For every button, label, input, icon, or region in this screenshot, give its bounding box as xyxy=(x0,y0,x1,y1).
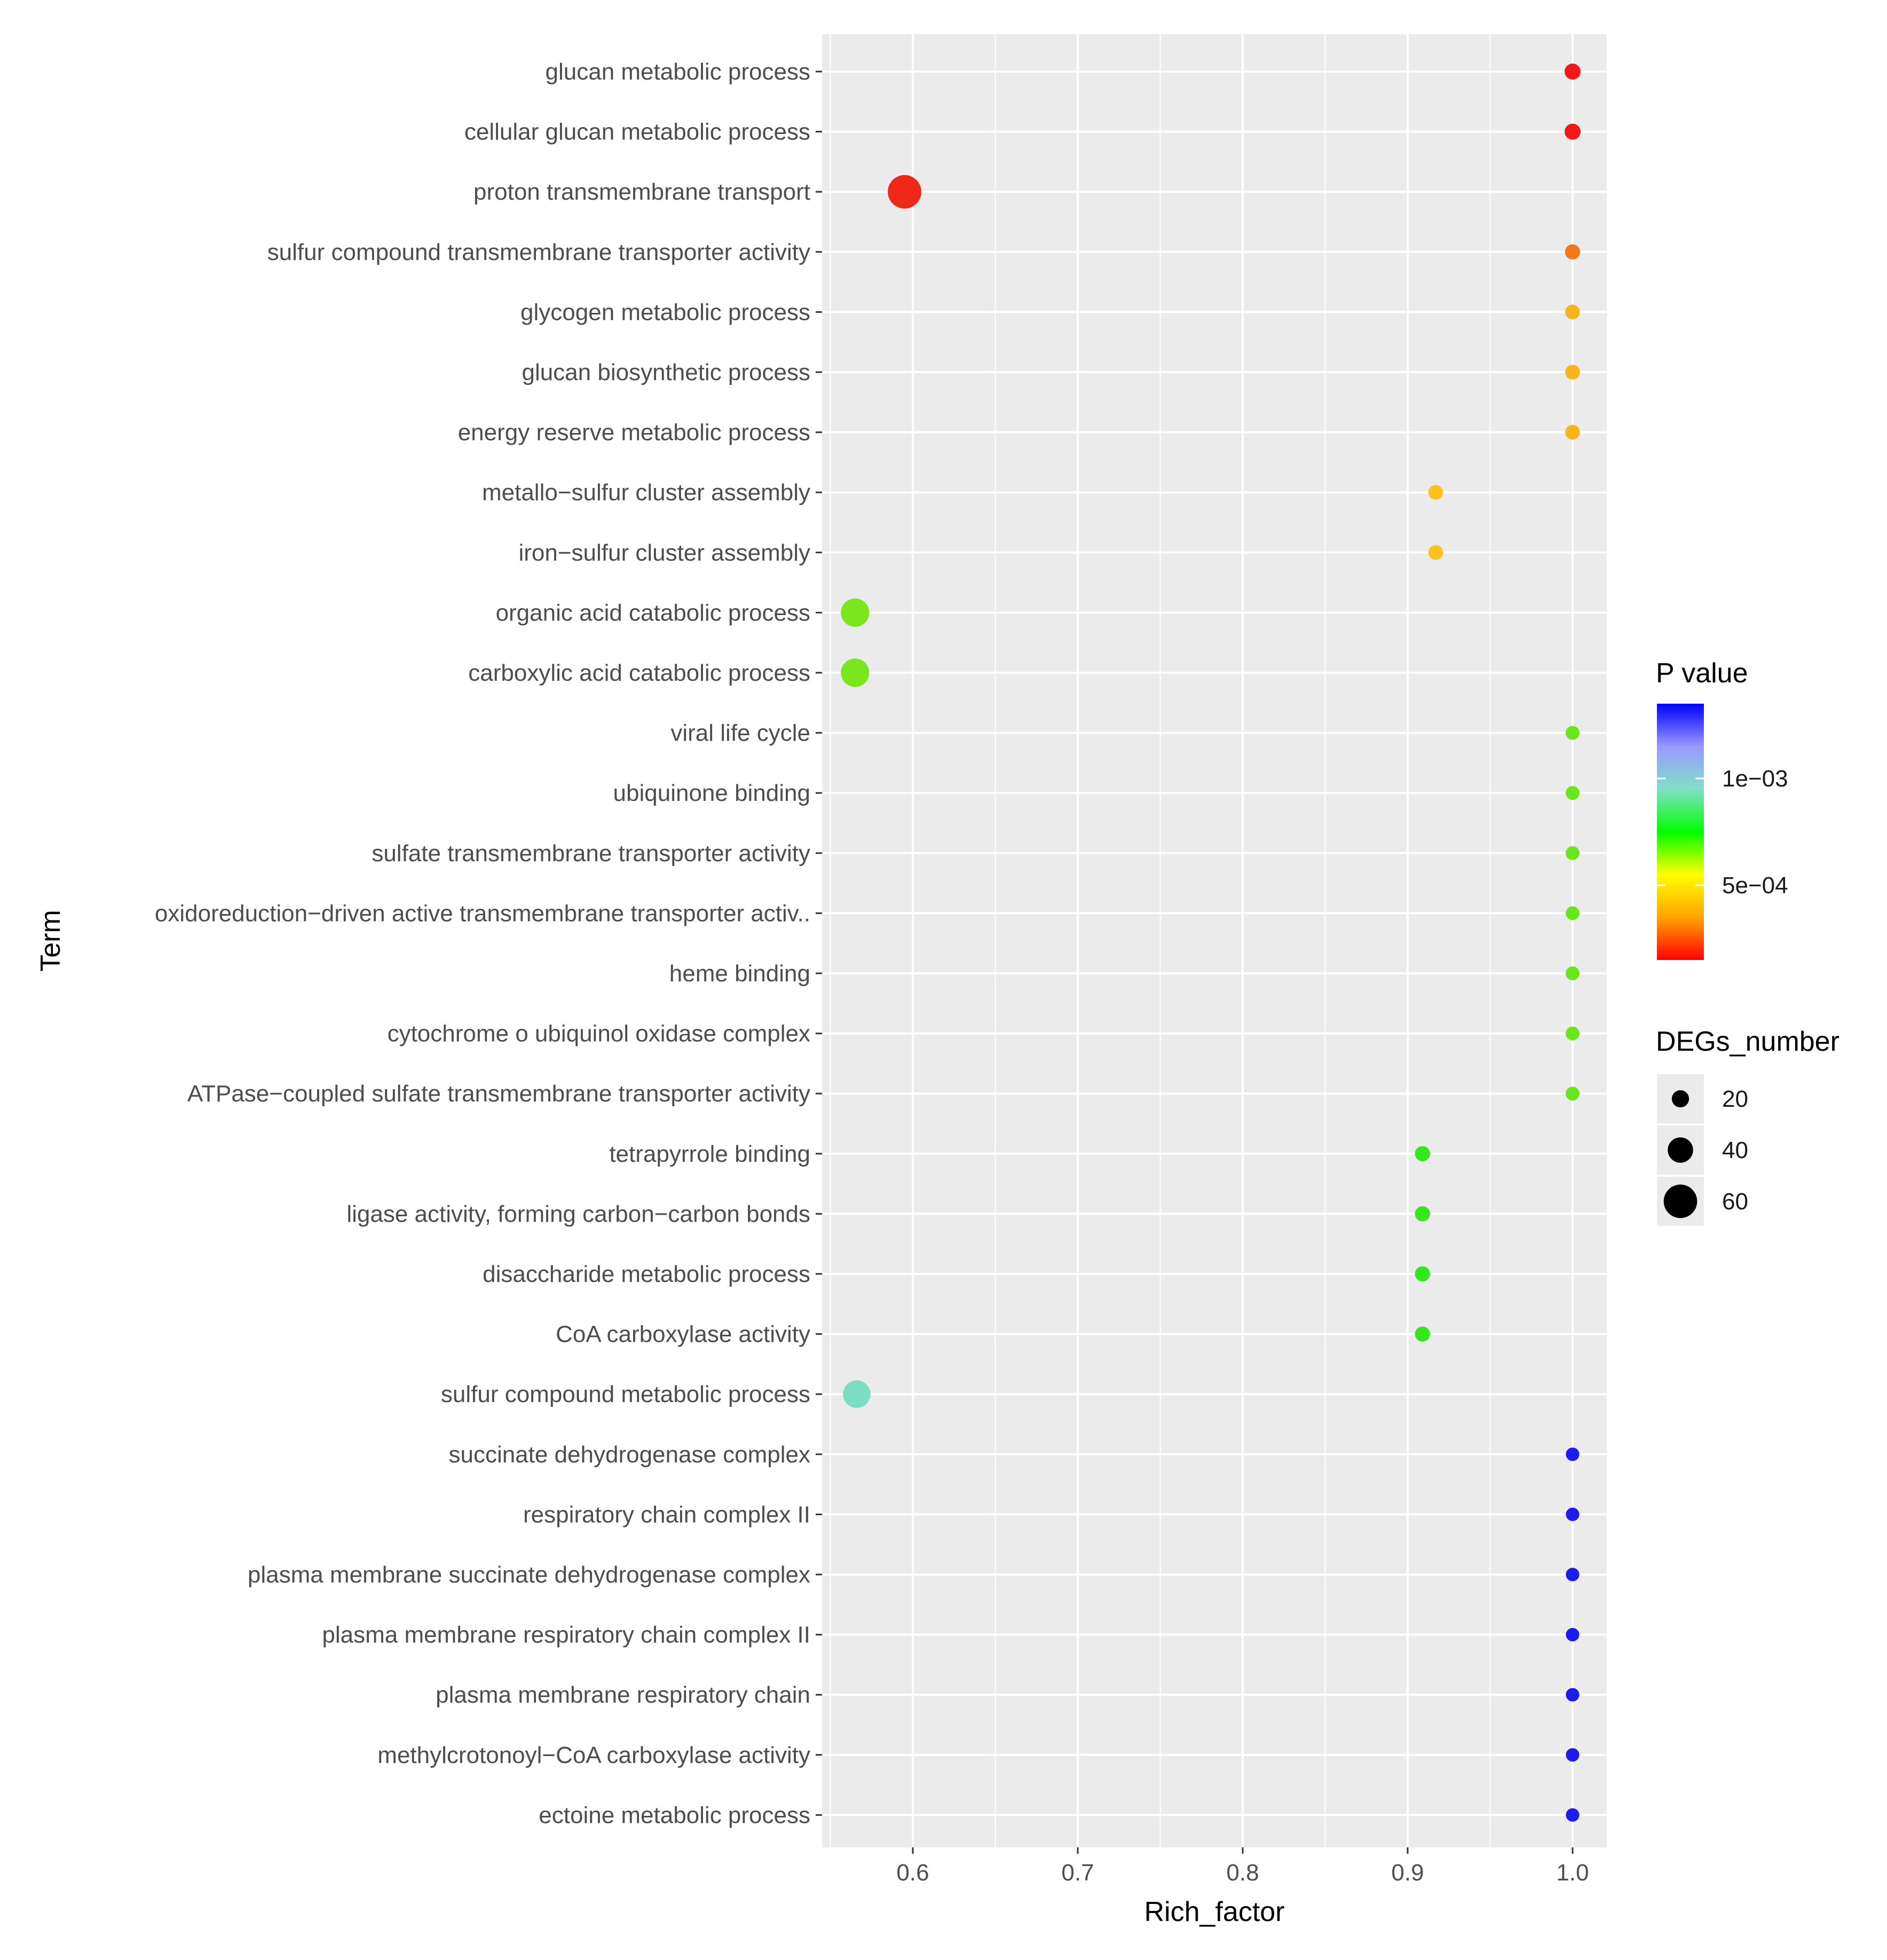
x-tick-label: 0.7 xyxy=(1061,1860,1094,1886)
data-point xyxy=(1566,1688,1580,1702)
data-point xyxy=(888,175,921,209)
term-label: sulfur compound transmembrane transporte… xyxy=(267,239,810,265)
term-label: sulfate transmembrane transporter activi… xyxy=(372,840,810,867)
term-label: plasma membrane respiratory chain xyxy=(436,1682,810,1708)
data-points xyxy=(841,64,1581,1822)
data-point xyxy=(1566,786,1580,800)
data-point xyxy=(1565,365,1580,380)
data-point xyxy=(1415,1146,1431,1161)
data-point xyxy=(1566,1748,1580,1762)
data-point xyxy=(1415,1266,1431,1282)
data-point xyxy=(1566,1447,1580,1461)
size-legend: DEGs_number 20 40 60 xyxy=(1656,1026,1839,1226)
term-label: iron−sulfur cluster assembly xyxy=(518,540,810,566)
data-point xyxy=(1565,304,1580,320)
data-point xyxy=(843,1380,871,1408)
plot-panel xyxy=(822,34,1607,1847)
data-point xyxy=(1566,906,1580,920)
term-label: metallo−sulfur cluster assembly xyxy=(482,479,810,506)
term-label: glycogen metabolic process xyxy=(520,299,810,325)
data-point xyxy=(1565,64,1581,80)
size-key-dot xyxy=(1671,1090,1689,1108)
data-point xyxy=(1565,123,1581,140)
term-label: ectoine metabolic process xyxy=(539,1802,810,1828)
term-label: succinate dehydrogenase complex xyxy=(448,1442,810,1468)
color-bar-ticks: 1e−03 5e−04 xyxy=(1657,766,1788,899)
term-label: sulfur compound metabolic process xyxy=(441,1381,810,1407)
grid-major xyxy=(822,34,1607,1847)
size-key-dot xyxy=(1668,1137,1693,1163)
y-axis-title: Term xyxy=(35,910,66,972)
term-label: methylcrotonoyl−CoA carboxylase activity xyxy=(377,1742,810,1768)
x-axis-title: Rich_factor xyxy=(1144,1896,1285,1927)
term-label: ATPase−coupled sulfate transmembrane tra… xyxy=(187,1081,810,1107)
data-point xyxy=(1566,966,1580,980)
data-point xyxy=(1566,1628,1580,1642)
size-key-label: 20 xyxy=(1722,1086,1748,1112)
color-legend-title: P value xyxy=(1656,658,1748,689)
x-tick-label: 0.9 xyxy=(1391,1860,1424,1886)
term-label: cellular glucan metabolic process xyxy=(464,119,810,145)
term-label: oxidoreduction−driven active transmembra… xyxy=(155,900,810,926)
data-point xyxy=(1415,1206,1431,1222)
term-label: ligase activity, forming carbon−carbon b… xyxy=(346,1201,810,1227)
data-point xyxy=(1566,1568,1580,1581)
term-label: disaccharide metabolic process xyxy=(483,1261,810,1287)
term-label: heme binding xyxy=(669,961,810,987)
color-bar xyxy=(1657,704,1704,960)
size-legend-title: DEGs_number xyxy=(1656,1026,1839,1057)
term-label: respiratory chain complex II xyxy=(523,1501,810,1528)
data-point xyxy=(1566,1087,1580,1101)
term-label: ubiquinone binding xyxy=(613,780,810,806)
term-label: viral life cycle xyxy=(670,720,810,746)
data-point xyxy=(1566,1808,1580,1822)
data-point xyxy=(841,598,870,627)
color-bar-label: 5e−04 xyxy=(1722,872,1788,899)
x-axis: 0.6 0.7 0.8 0.9 1.0 xyxy=(896,1847,1589,1886)
data-point xyxy=(1565,424,1580,440)
term-label: carboxylic acid catabolic process xyxy=(468,660,810,686)
size-key-label: 60 xyxy=(1722,1188,1748,1215)
term-label: proton transmembrane transport xyxy=(473,179,810,205)
x-tick-label: 0.8 xyxy=(1226,1860,1259,1886)
color-bar-label: 1e−03 xyxy=(1722,766,1788,792)
data-point xyxy=(1566,1026,1580,1041)
color-legend: P value 1e−03 5e−04 xyxy=(1656,658,1788,960)
term-label: CoA carboxylase activity xyxy=(556,1321,810,1348)
term-label: glucan biosynthetic process xyxy=(522,359,810,385)
term-label: plasma membrane succinate dehydrogenase … xyxy=(248,1562,810,1588)
size-legend-keys: 20 40 60 xyxy=(1657,1074,1748,1226)
size-key-label: 40 xyxy=(1722,1137,1748,1163)
data-point xyxy=(1565,244,1581,259)
data-point xyxy=(1566,1507,1580,1521)
data-point xyxy=(1566,726,1580,740)
x-tick-label: 1.0 xyxy=(1556,1860,1589,1886)
grid-minor xyxy=(830,34,1491,1847)
term-label: organic acid catabolic process xyxy=(496,600,810,626)
data-point xyxy=(1566,846,1580,860)
term-label: tetrapyrrole binding xyxy=(609,1141,810,1167)
data-point xyxy=(1428,545,1443,560)
data-point xyxy=(1428,485,1443,500)
size-key-dot xyxy=(1663,1184,1697,1218)
x-tick-label: 0.6 xyxy=(896,1860,929,1886)
term-label: cytochrome o ubiquinol oxidase complex xyxy=(388,1021,810,1047)
term-label: plasma membrane respiratory chain comple… xyxy=(322,1622,810,1648)
data-point xyxy=(841,658,870,687)
term-label: glucan metabolic process xyxy=(546,59,810,85)
data-point xyxy=(1415,1326,1431,1342)
y-axis: glucan metabolic process cellular glucan … xyxy=(155,59,822,1828)
term-label: energy reserve metabolic process xyxy=(458,420,810,446)
